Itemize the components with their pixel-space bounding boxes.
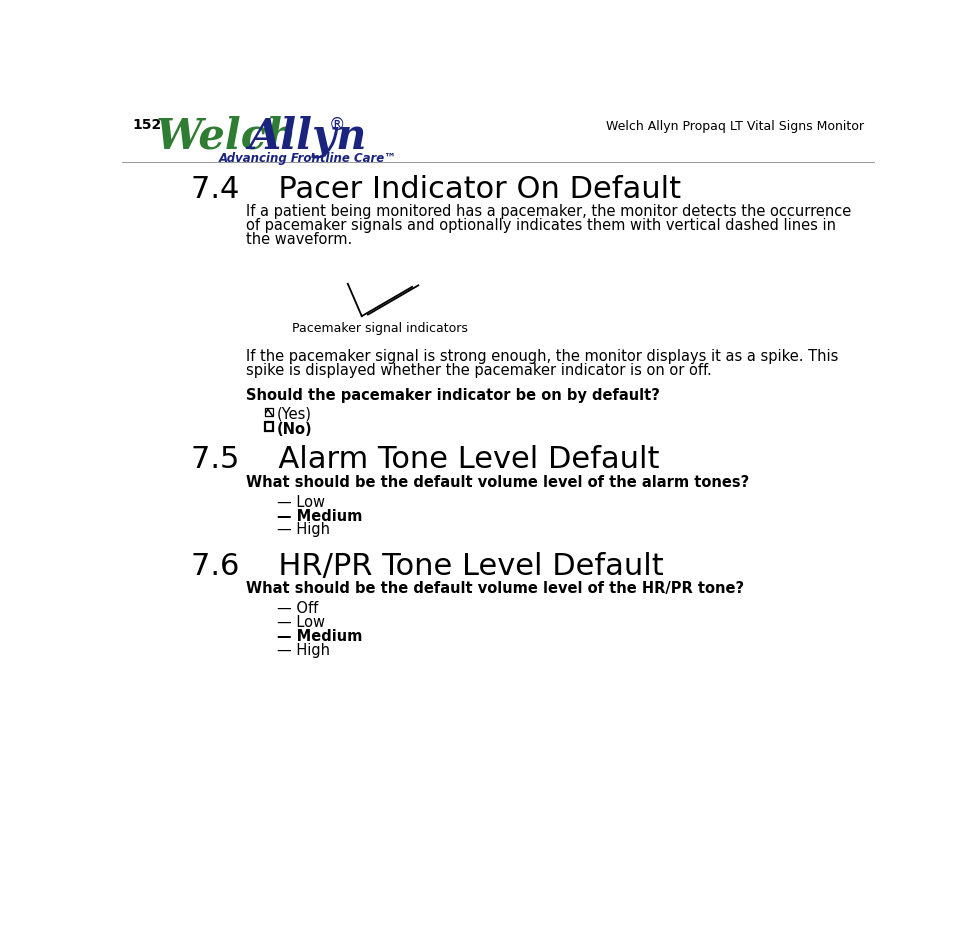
Text: Welch Allyn Propaq LT Vital Signs Monitor: Welch Allyn Propaq LT Vital Signs Monito… xyxy=(606,120,864,133)
Text: — Medium: — Medium xyxy=(276,509,362,524)
Text: — High: — High xyxy=(276,643,330,658)
Text: Advancing Frontline Care™: Advancing Frontline Care™ xyxy=(219,152,397,165)
Bar xyxy=(265,422,273,431)
Text: of pacemaker signals and optionally indicates them with vertical dashed lines in: of pacemaker signals and optionally indi… xyxy=(246,219,836,234)
Text: Welch: Welch xyxy=(156,116,297,158)
Text: (No): (No) xyxy=(276,421,312,436)
Text: 7.5    Alarm Tone Level Default: 7.5 Alarm Tone Level Default xyxy=(191,446,660,474)
Text: — Medium: — Medium xyxy=(276,629,362,644)
Text: spike is displayed whether the pacemaker indicator is on or off.: spike is displayed whether the pacemaker… xyxy=(246,363,712,378)
Text: — High: — High xyxy=(276,522,330,537)
Text: — Low: — Low xyxy=(276,495,325,510)
Text: 7.4    Pacer Indicator On Default: 7.4 Pacer Indicator On Default xyxy=(191,176,681,205)
Text: Should the pacemaker indicator be on by default?: Should the pacemaker indicator be on by … xyxy=(246,388,659,403)
Text: ®: ® xyxy=(330,116,346,134)
Text: the waveform.: the waveform. xyxy=(246,233,352,248)
Text: If a patient being monitored has a pacemaker, the monitor detects the occurrence: If a patient being monitored has a pacem… xyxy=(246,205,850,219)
Text: Allyn: Allyn xyxy=(248,116,366,159)
Text: What should be the default volume level of the alarm tones?: What should be the default volume level … xyxy=(246,474,748,489)
Text: (Yes): (Yes) xyxy=(276,407,311,422)
Bar xyxy=(265,408,273,417)
Text: 152: 152 xyxy=(132,119,161,133)
Text: Pacemaker signal indicators: Pacemaker signal indicators xyxy=(292,321,468,334)
Text: What should be the default volume level of the HR/PR tone?: What should be the default volume level … xyxy=(246,581,744,596)
Text: If the pacemaker signal is strong enough, the monitor displays it as a spike. Th: If the pacemaker signal is strong enough… xyxy=(246,349,838,364)
Text: — Low: — Low xyxy=(276,615,325,630)
Text: 7.6    HR/PR Tone Level Default: 7.6 HR/PR Tone Level Default xyxy=(191,552,664,581)
Text: — Off: — Off xyxy=(276,601,318,616)
